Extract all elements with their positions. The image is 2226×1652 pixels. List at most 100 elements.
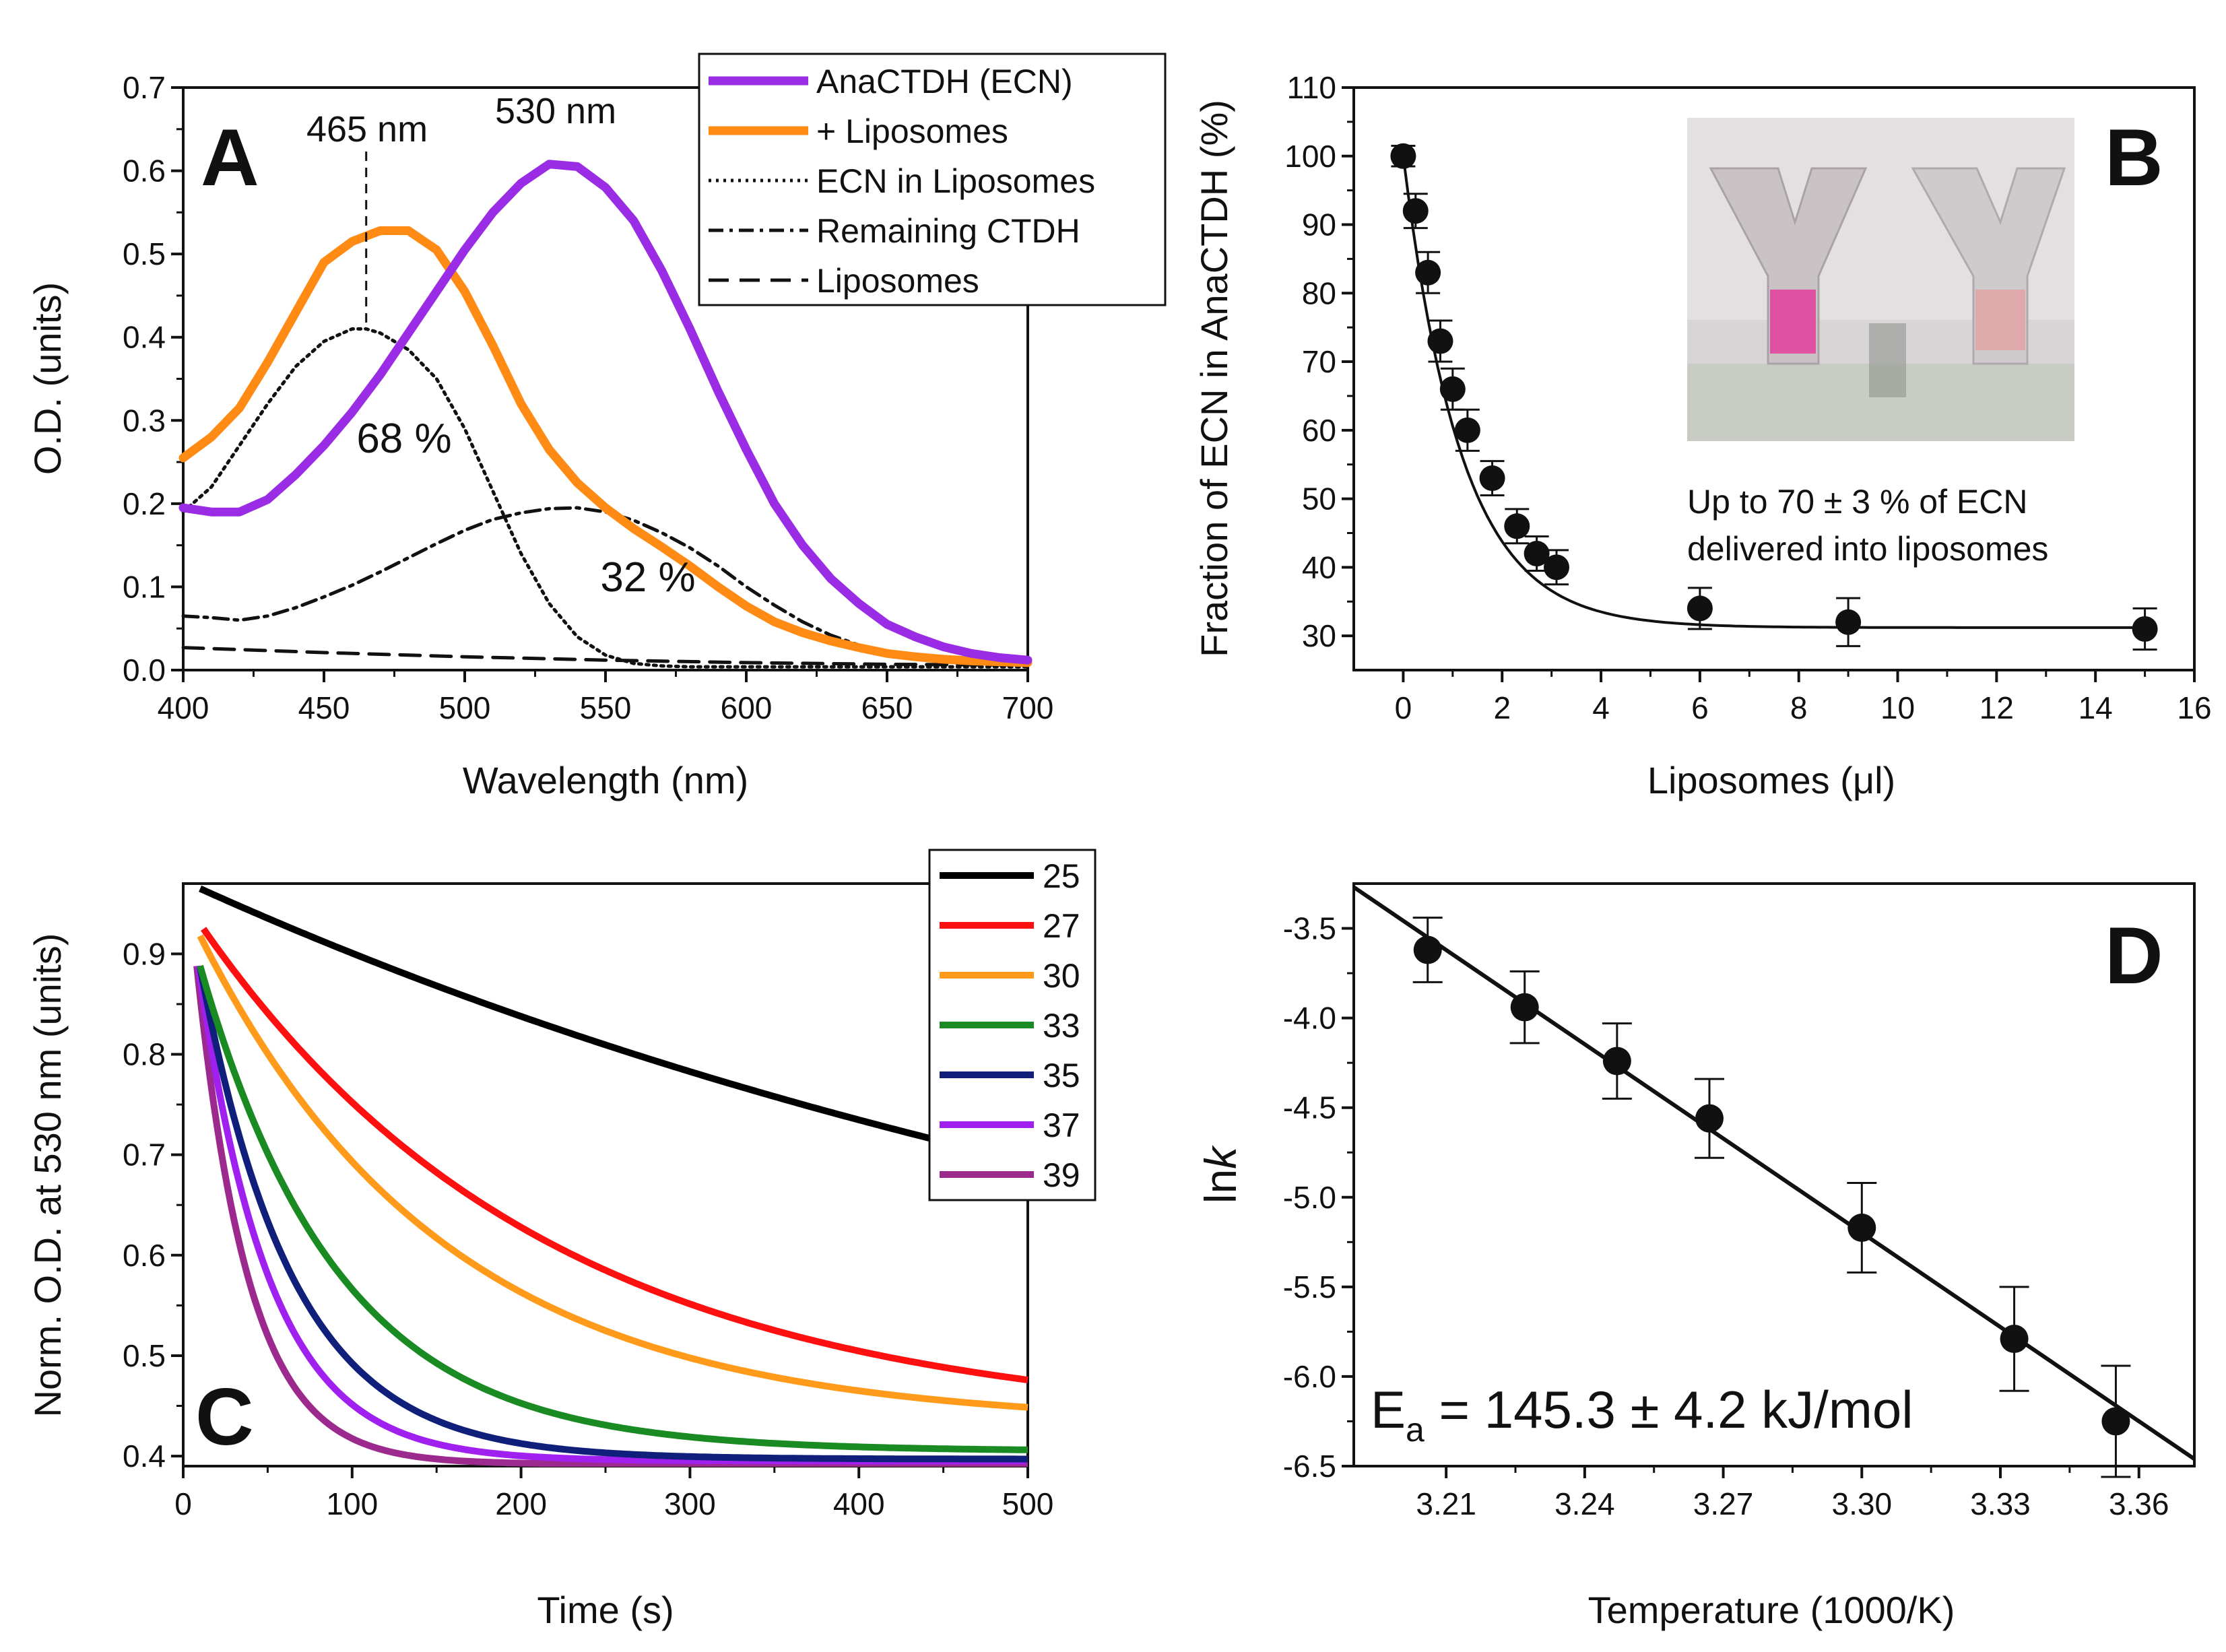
x-tick-label: 12	[1979, 690, 2014, 725]
y-tick-label: 30	[1302, 618, 1336, 653]
data-point	[1504, 513, 1530, 539]
panel-d-ylabel: lnk	[1196, 1145, 1245, 1203]
ea-value: = 145.3 ± 4.2 kJ/mol	[1425, 1380, 1913, 1439]
y-tick-label: -3.5	[1283, 911, 1336, 946]
x-tick-label: 200	[495, 1486, 547, 1521]
data-point	[1427, 328, 1453, 354]
y-tick-label: -6.0	[1283, 1359, 1336, 1394]
series-line	[200, 927, 1028, 1384]
data-point	[1602, 1047, 1631, 1076]
data-point	[1402, 198, 1429, 224]
y-tick-label: -4.0	[1283, 1001, 1336, 1036]
y-tick-label: 0.4	[123, 320, 166, 355]
legend-label: 27	[1043, 907, 1080, 945]
panel-a-ylabel: O.D. (units)	[26, 282, 69, 475]
y-tick-label: -6.5	[1283, 1449, 1336, 1484]
data-point	[1687, 595, 1713, 622]
cuvette-photo	[1687, 118, 2074, 441]
panel-d-fit-line	[1352, 885, 2196, 1461]
x-tick-label: 550	[580, 690, 632, 725]
y-tick-label: 100	[1284, 139, 1336, 174]
panel-d-ticks: 3.21 3.24 3.27 3.30 3.33 3.36 -3.5 -4.0 -4.5 -5.0…	[1283, 911, 2169, 1521]
data-point	[1415, 259, 1441, 286]
legend-label: 37	[1043, 1106, 1080, 1144]
y-tick-label: 0.6	[123, 154, 166, 189]
x-tick-label: 16	[2177, 690, 2211, 725]
data-point	[1390, 143, 1416, 169]
data-point	[1695, 1104, 1724, 1133]
series-line	[195, 965, 1026, 1465]
ea-subscript: a	[1406, 1411, 1425, 1449]
y-tick-label: 0.7	[123, 70, 166, 105]
x-tick-label: 3.36	[2109, 1486, 2169, 1521]
panel-d: 3.21 3.24 3.27 3.30 3.33 3.36 -3.5 -4.0 -4.5 -5.0…	[1196, 882, 2196, 1631]
panel-b-label: B	[2105, 112, 2163, 203]
cuvette-left	[1709, 167, 1868, 365]
legend-label: 33	[1043, 1007, 1080, 1045]
x-tick-label: 3.27	[1693, 1486, 1754, 1521]
pct-32-label: 32 %	[600, 554, 695, 601]
panel-d-points	[1412, 917, 2131, 1478]
x-tick-label: 500	[1002, 1486, 1054, 1521]
y-tick-label: 70	[1302, 344, 1336, 379]
series-line	[199, 885, 1029, 1166]
y-tick-label: 0.8	[123, 1037, 166, 1072]
panel-c: 0 100 200 300 400 500 0.4 0.5 0.6 0.7 0.8 0.9 25 27 3…	[26, 849, 1096, 1631]
data-point	[2101, 1407, 2130, 1436]
data-point	[1454, 417, 1480, 443]
x-tick-label: 10	[1880, 690, 1915, 725]
inset-text-line-2: delivered into liposomes	[1687, 530, 2048, 568]
y-tick-label: 40	[1302, 550, 1336, 585]
x-tick-label: 3.21	[1416, 1486, 1476, 1521]
y-tick-label: -4.5	[1283, 1090, 1336, 1125]
ylabel-k: k	[1196, 1145, 1245, 1169]
ylabel-ln: ln	[1196, 1169, 1245, 1203]
panel-b-ticks: 0 2 4 6 8 10 12 14 16 30 40 50 60 70 80 90 100 110	[1284, 70, 2211, 725]
x-tick-label: 3.24	[1554, 1486, 1615, 1521]
x-tick-label: 400	[158, 690, 209, 725]
legend-label: Liposomes	[816, 262, 979, 300]
y-tick-label: 0.9	[123, 936, 166, 971]
panel-b-ylabel: Fraction of ECN in AnaCTDH (%)	[1193, 100, 1235, 657]
legend-label: ECN in Liposomes	[816, 162, 1095, 200]
data-point	[1835, 609, 1862, 635]
panel-a-series	[178, 160, 1033, 669]
y-tick-label: 60	[1302, 413, 1336, 448]
panel-d-label: D	[2105, 911, 2163, 1001]
x-tick-label: 2	[1493, 690, 1511, 725]
data-point	[1510, 993, 1539, 1022]
legend-label: Remaining CTDH	[816, 212, 1080, 250]
y-tick-label: 0.5	[123, 236, 166, 271]
panel-c-xlabel: Time (s)	[537, 1589, 674, 1631]
x-tick-label: 650	[861, 690, 913, 725]
x-tick-label: 4	[1592, 690, 1610, 725]
panel-d-xlabel: Temperature (1000/K)	[1588, 1589, 1955, 1631]
legend-label: 25	[1043, 857, 1080, 895]
x-tick-label: 600	[721, 690, 773, 725]
panel-c-legend: 25 27 30 33 35 37 39	[928, 849, 1096, 1201]
x-tick-label: 14	[2078, 690, 2113, 725]
y-tick-label: 0.5	[123, 1338, 166, 1373]
y-tick-label: -5.5	[1283, 1269, 1336, 1304]
panel-c-label: C	[195, 1372, 254, 1462]
x-tick-label: 300	[664, 1486, 716, 1521]
y-tick-label: -5.0	[1283, 1180, 1336, 1215]
cuvette-right	[1911, 167, 2066, 365]
data-point	[1413, 935, 1442, 964]
panel-c-ylabel: Norm. O.D. at 530 nm (units)	[26, 933, 69, 1418]
x-tick-label: 400	[833, 1486, 885, 1521]
panel-d-frame	[1352, 882, 2196, 1467]
y-tick-label: 0.0	[123, 653, 166, 688]
peak-530-label: 530 nm	[495, 91, 616, 131]
series-line	[197, 966, 1028, 1463]
legend-label: 35	[1043, 1057, 1080, 1094]
x-tick-label: 0	[1395, 690, 1412, 725]
y-tick-label: 0.1	[123, 569, 166, 604]
legend-frame	[698, 53, 1167, 306]
y-tick-label: 0.2	[123, 486, 166, 521]
x-tick-label: 3.30	[1832, 1486, 1893, 1521]
legend-label: 30	[1043, 957, 1080, 995]
data-point	[2000, 1325, 2029, 1354]
pct-68-label: 68 %	[356, 416, 451, 462]
